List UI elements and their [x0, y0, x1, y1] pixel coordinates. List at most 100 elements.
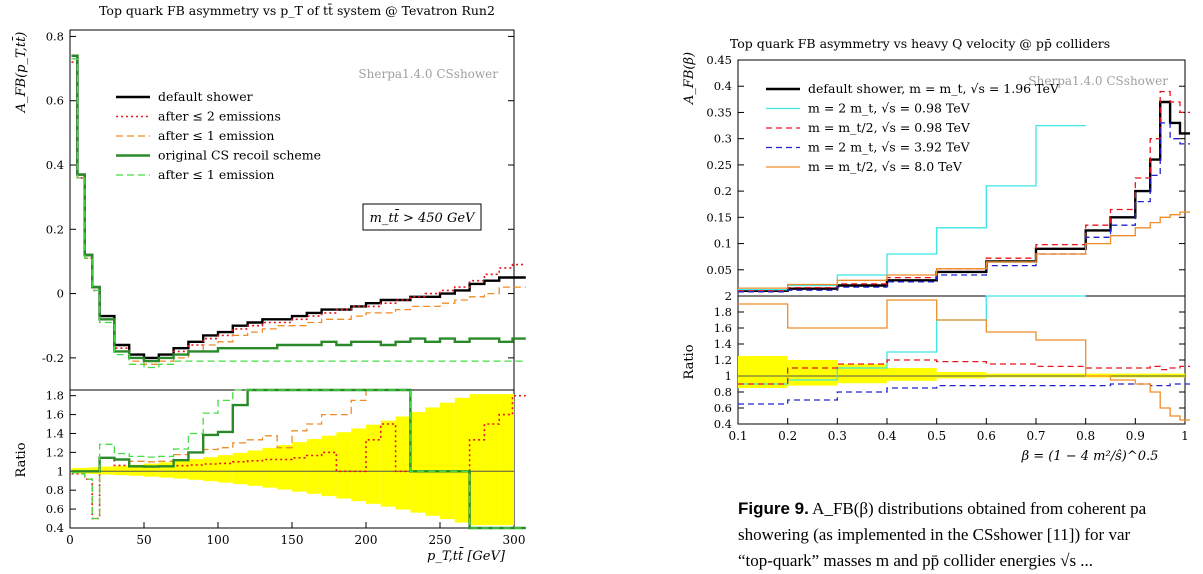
left-xtick-label: 150: [281, 533, 304, 547]
left-band-segment: [277, 445, 292, 490]
right-chart: Top quark FB asymmetry vs heavy Q veloci…: [682, 36, 1190, 464]
left-ytick-label: 0.2: [46, 222, 64, 236]
right-y-label: A_FB(β): [682, 52, 697, 105]
left-band-segment: [512, 394, 514, 526]
right-series-lines: [738, 90, 1190, 293]
left-band-segment: [499, 394, 513, 526]
right-ratio-line-1: [738, 359, 1190, 385]
right-xtick-label: 0.9: [1126, 429, 1145, 443]
right-ratio-y-label: Ratio: [682, 344, 697, 379]
left-rtick-label: 1.4: [46, 426, 64, 440]
left-band-segment: [395, 416, 411, 510]
left-ytick-label: 0: [57, 287, 64, 301]
left-chart: Top quark FB asymmetry vs p_T of tt̄ sys…: [12, 2, 526, 564]
right-legend-label-2: m = m_t/2, √s = 0.98 TeV: [808, 120, 971, 135]
left-series-lines: [71, 54, 526, 369]
left-ytick-label: 0.4: [46, 158, 64, 172]
left-band-segment: [425, 407, 440, 516]
left-rtick-label: 1.8: [46, 389, 64, 403]
right-rtick-label: 0.8: [714, 385, 732, 399]
left-xtick-label: 250: [429, 533, 452, 547]
left-legend-label-1: after ≤ 2 emissions: [158, 109, 281, 124]
left-legend-label-0: default shower: [158, 89, 253, 104]
right-rtick-label: 1.4: [714, 337, 732, 351]
left-band-segment: [173, 460, 189, 479]
left-rtick-label: 1.2: [46, 445, 64, 459]
caption-line-3: “top-quark” masses m and pp̄ collider en…: [738, 551, 1094, 570]
right-rtick-label: 1: [725, 369, 732, 383]
right-axis-ticks: 0.1 0.2 0.3 0.4 0.5 0.6 0.7 0.8 0.9 1 0.05 0.1 0.15 0…: [706, 53, 1188, 443]
left-band-segment: [262, 447, 278, 488]
right-x-label: β = (1 − 4 m²/ŝ)^0.5: [1021, 449, 1159, 464]
left-xtick-label: 0: [66, 533, 74, 547]
right-ytick-label: 0.1: [714, 237, 732, 251]
right-band-segment: [837, 364, 887, 384]
left-ratio-lines: [71, 388, 526, 530]
left-series-line-4: [71, 58, 526, 369]
right-ratio-line-2: [738, 383, 1190, 405]
left-legend-label-4: after ≤ 1 emission: [158, 167, 274, 182]
left-band-segment: [203, 457, 218, 482]
left-ytick-label: 0.6: [46, 94, 64, 108]
right-rtick-label: 0.6: [714, 401, 732, 415]
figure-caption: Figure 9. A_FB(β) distributions obtained…: [738, 496, 1203, 574]
left-ratio-band: [70, 394, 514, 526]
right-band-segment: [787, 360, 838, 386]
left-band-segment: [454, 397, 470, 523]
left-band-segment: [484, 394, 500, 526]
right-chart-title: Top quark FB asymmetry vs heavy Q veloci…: [730, 36, 1110, 51]
right-legend-label-0: default shower, m = m_t, √s = 1.96 TeV: [808, 81, 1060, 96]
left-ytick-label: 0.8: [46, 29, 64, 43]
right-ytick-label: 0.05: [706, 263, 732, 277]
left-band-segment: [306, 439, 322, 494]
left-y-label: A_FB(p_T,tt̄): [12, 32, 29, 114]
left-legend-label-3: original CS recoil scheme: [158, 148, 321, 163]
right-series-line-0: [738, 100, 1190, 292]
caption-line-2: showering (as implemented in the CSshowe…: [738, 525, 1131, 544]
right-series-line-2: [738, 90, 1190, 292]
right-ytick-label: 0.25: [706, 158, 732, 172]
right-legend-label-3: m = 2 m_t, √s = 3.92 TeV: [808, 140, 971, 155]
left-band-segment: [292, 442, 307, 492]
left-band-segment: [158, 462, 174, 478]
left-cut-label: m_tt̄ > 450 GeV: [370, 209, 476, 226]
caption-line-1: A_FB(β) distributions obtained from cohe…: [812, 499, 1147, 518]
right-rtick-label: 1.8: [714, 305, 732, 319]
left-cut-box: [362, 203, 482, 231]
left-series-line-1: [71, 61, 526, 362]
left-band-segment: [380, 420, 396, 507]
left-band-segment: [321, 435, 337, 497]
right-rtick-label: 2: [725, 289, 732, 303]
right-ytick-label: 0.2: [714, 184, 732, 198]
right-legend-label-4: m = m_t/2, √s = 8.0 TeV: [808, 159, 963, 174]
left-rtick-label: 1.6: [46, 408, 64, 422]
left-ratio-line-4: [71, 389, 526, 529]
right-xtick-label: 0.7: [1026, 429, 1045, 443]
left-ratio-y-label: Ratio: [14, 442, 29, 477]
right-ytick-label: 0.3: [714, 132, 732, 146]
right-xtick-label: 0.4: [877, 429, 896, 443]
left-band-segment: [114, 465, 130, 476]
right-watermark: Sherpa1.4.0 CSshower: [1028, 74, 1168, 88]
right-ytick-label: 0.35: [706, 105, 732, 119]
right-ytick-label: 0.4: [714, 79, 732, 93]
left-ytick-label: -0.2: [42, 351, 64, 365]
left-xtick-label: 300: [503, 533, 526, 547]
left-band-segment: [99, 466, 115, 475]
left-watermark: Sherpa1.4.0 CSshower: [358, 67, 498, 81]
right-ratio-lines: [738, 295, 1190, 421]
right-xtick-label: 0.2: [778, 429, 797, 443]
right-legend-label-1: m = 2 m_t, √s = 0.98 TeV: [808, 101, 971, 116]
left-band-segment: [351, 428, 366, 502]
right-xtick-label: 0.1: [728, 429, 747, 443]
left-rtick-label: 0.8: [46, 483, 64, 497]
left-rtick-label: 0.4: [46, 521, 64, 535]
right-xtick-label: 0.5: [927, 429, 946, 443]
right-series-line-4: [738, 211, 1190, 289]
left-band-segment: [440, 402, 455, 520]
left-band-segment: [336, 432, 352, 499]
left-rtick-label: 0.6: [46, 502, 64, 516]
left-band-segment: [469, 394, 485, 526]
left-chart-title: Top quark FB asymmetry vs p_T of tt̄ sys…: [99, 2, 495, 18]
